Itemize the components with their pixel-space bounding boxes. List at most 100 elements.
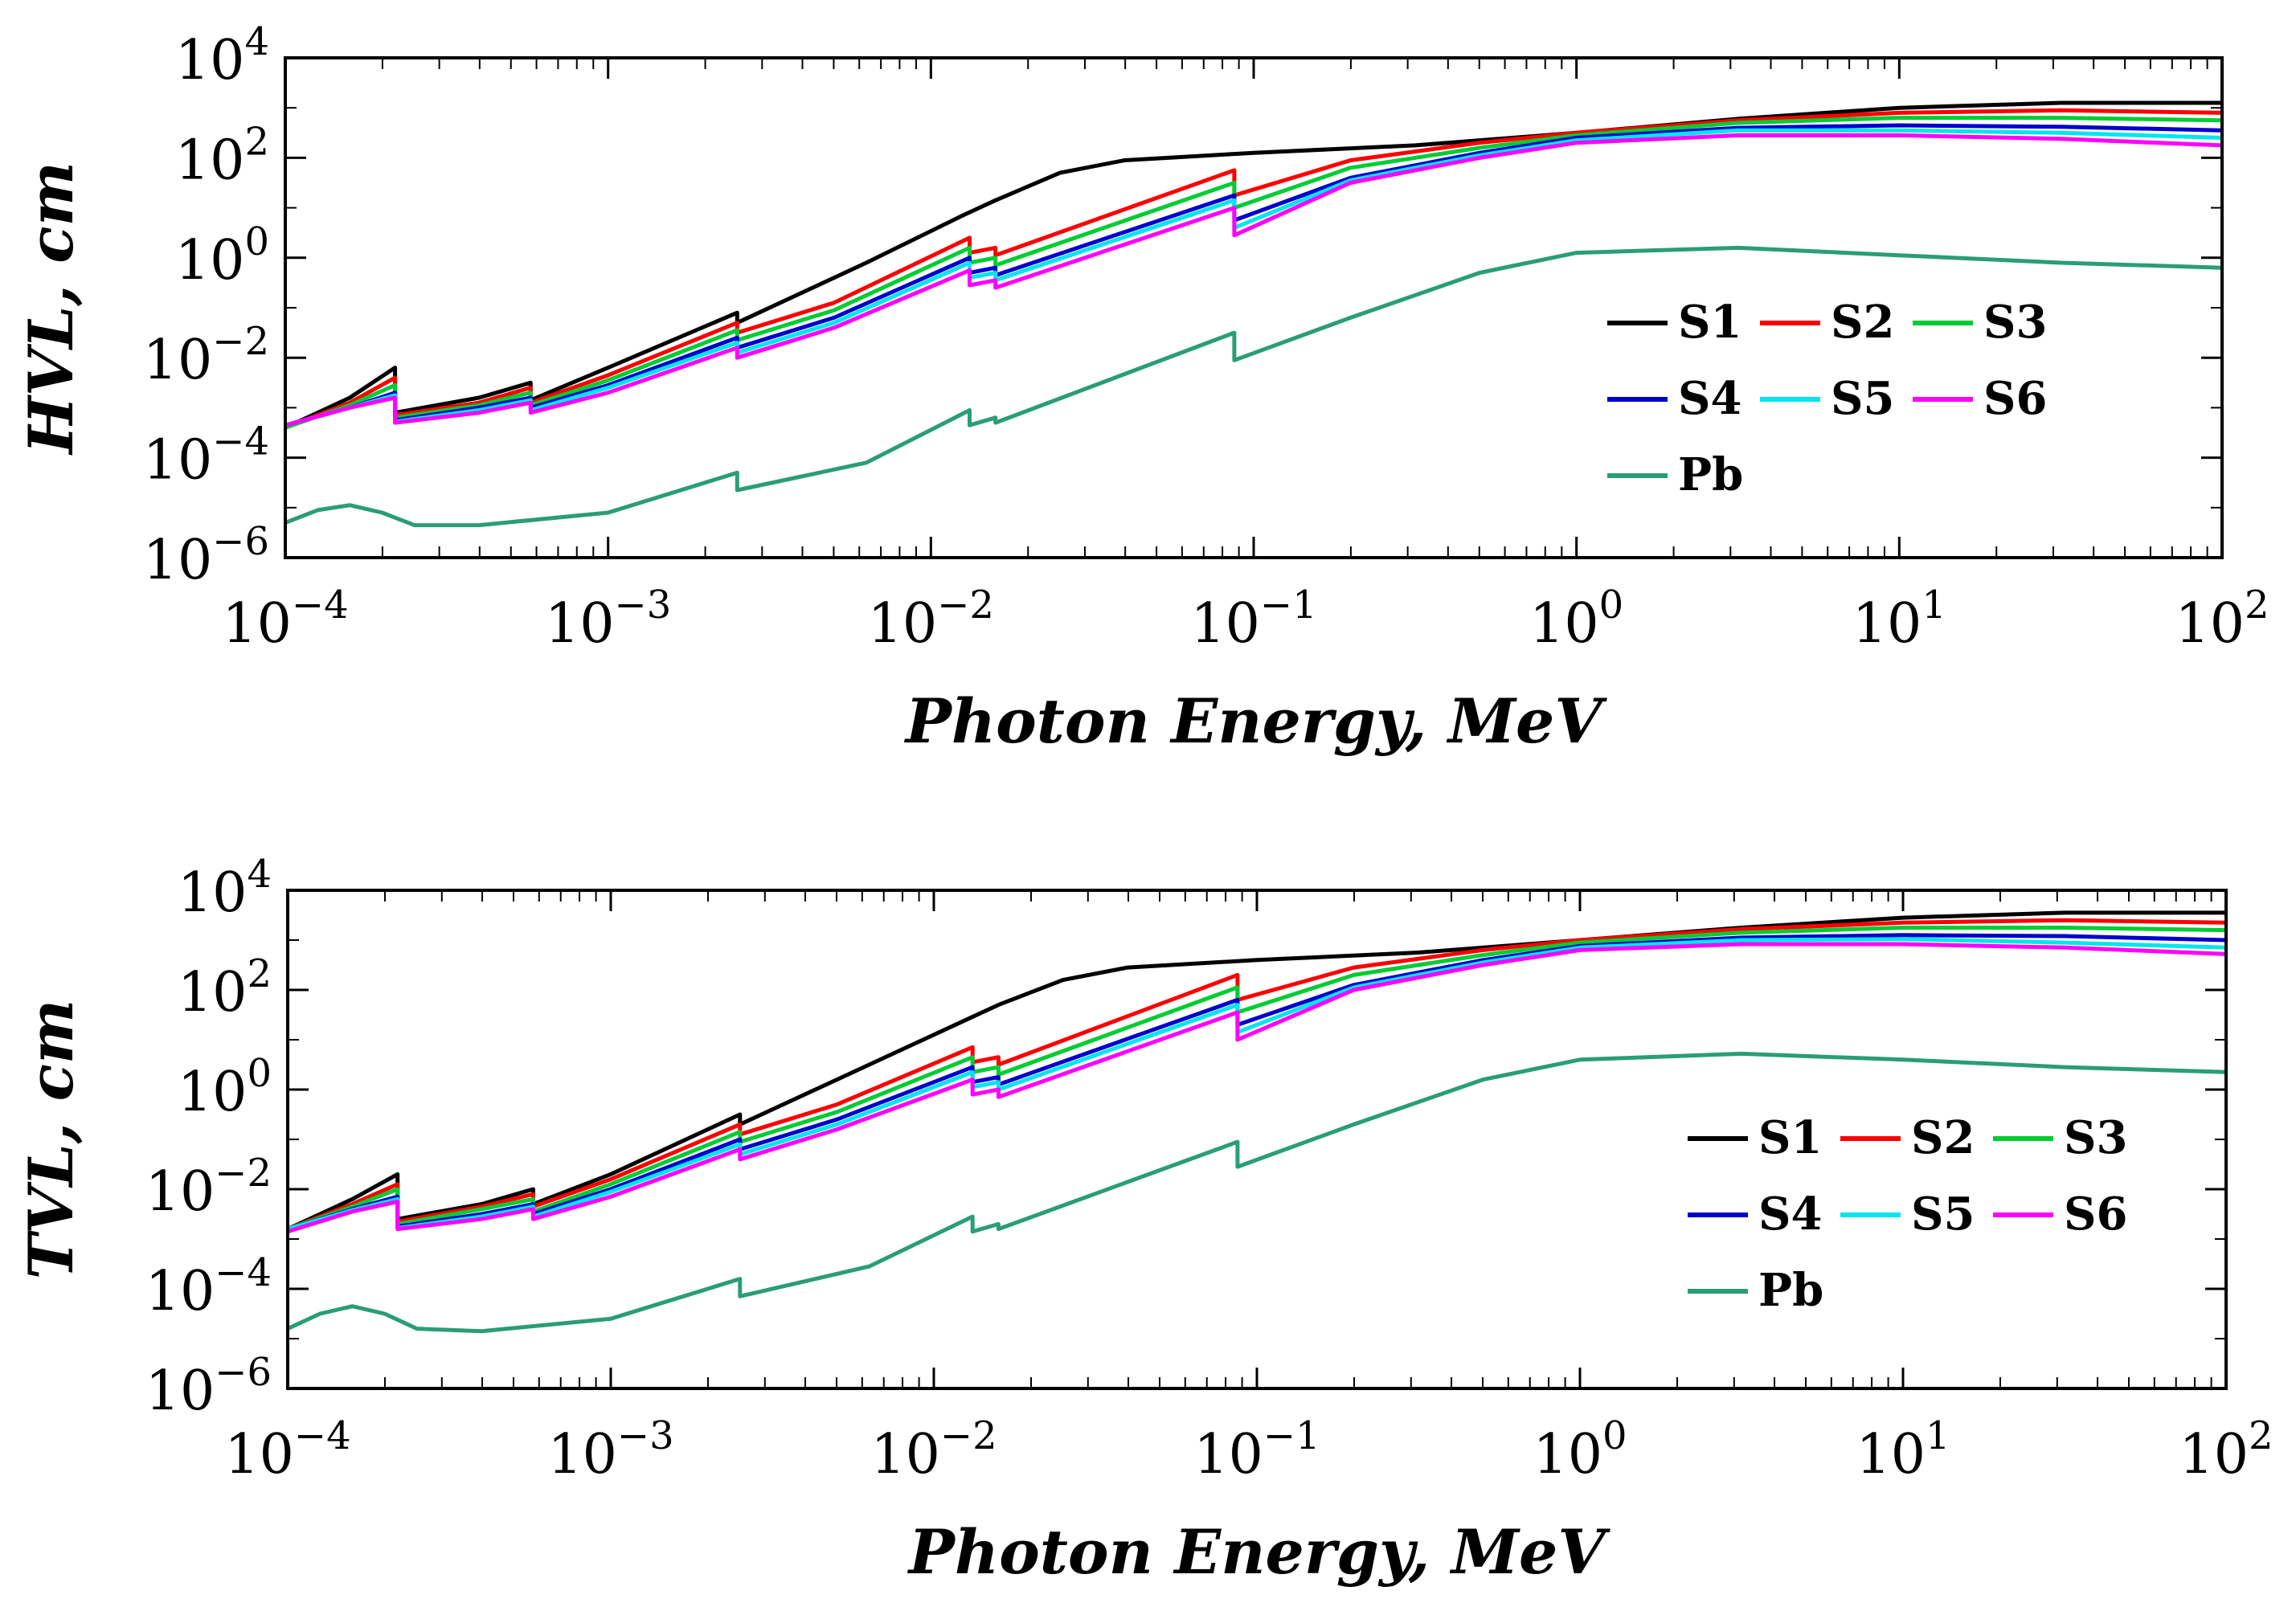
x-tick-exponent: 0 [1599,583,1624,628]
x-tick-exponent: −2 [940,1413,997,1458]
plot-frame [284,56,2224,559]
y-tick-exponent: 0 [244,219,269,264]
x-tick-base: 10 [1190,592,1260,656]
x-tick-label: 10−2 [868,583,994,656]
legend-label-s1: S1 [1678,296,1741,349]
y-tick-label: 100 [178,1051,272,1124]
x-tick-base: 10 [224,1423,294,1486]
y-tick-base: 10 [145,1360,215,1423]
y-axis-title: TVL, cm [15,1000,87,1280]
y-tick-base: 10 [175,29,245,92]
y-axis-title: HVL, cm [15,162,87,456]
x-tick-exponent: 2 [2245,583,2269,628]
x-tick-base: 10 [2175,592,2245,656]
tvl-panel: 10−4 10−3 10−2 10−1 100 101 10210−610−410−2100… [15,852,2273,1588]
x-tick-label: 101 [1852,583,1946,656]
x-tick-label: 102 [2175,583,2269,656]
series-line-s3 [288,926,2226,1231]
x-tick-label: 102 [2179,1413,2273,1486]
series-line-s2 [288,918,2226,1231]
legend-label-s1: S1 [1758,1111,1822,1164]
x-tick-label: 10−1 [1193,1413,1320,1486]
legend-label-s2: S2 [1911,1111,1975,1164]
y-tick-base: 10 [175,229,245,292]
x-tick-exponent: −3 [617,1413,674,1458]
series-line-s3 [285,116,2222,430]
legend-label-s5: S5 [1911,1188,1975,1241]
plot-frame [286,889,2228,1390]
x-axis-title: Photon Energy, MeV [904,685,1608,757]
y-tick-base: 10 [143,329,213,392]
y-tick-exponent: 2 [247,951,272,996]
x-tick-exponent: −1 [1260,583,1317,628]
legend-label-pb: Pb [1678,448,1743,501]
series-line-s1 [285,100,2222,430]
y-tick-exponent: 4 [244,19,269,64]
x-tick-base: 10 [1529,592,1599,656]
y-tick-label: 10−4 [145,1250,272,1323]
x-tick-label: 10−3 [547,1413,673,1486]
y-tick-label: 10−6 [145,1350,272,1423]
x-tick-label: 10−1 [1190,583,1316,656]
y-tick-base: 10 [145,1160,215,1224]
y-tick-exponent: 4 [247,852,272,897]
y-tick-exponent: −6 [212,519,269,564]
x-tick-label: 100 [1533,1413,1627,1486]
x-tick-exponent: 1 [1926,1413,1950,1458]
y-tick-label: 100 [175,219,269,292]
y-tick-label: 104 [175,19,269,92]
x-tick-exponent: −4 [292,583,349,628]
series-group [285,100,2222,528]
y-tick-label: 10−2 [145,1151,272,1224]
series-line-pb [285,245,2222,528]
x-tick-label: 10−2 [870,1413,997,1486]
x-axis-title: Photon Energy, MeV [907,1516,1611,1588]
x-tick-base: 10 [545,592,615,656]
y-tick-exponent: 2 [244,119,269,164]
x-tick-base: 10 [868,592,938,656]
legend-label-s6: S6 [2064,1188,2127,1241]
x-tick-exponent: 0 [1602,1413,1627,1458]
minor-ticks [288,890,2226,1388]
x-tick-base: 10 [1852,592,1922,656]
x-tick-exponent: 1 [1922,583,1946,628]
y-tick-exponent: −6 [215,1350,272,1395]
y-tick-exponent: −4 [212,419,269,464]
hvl-panel: 10−4 10−3 10−2 10−1 100 101 10210−610−410−2100… [15,19,2269,757]
y-tick-exponent: −2 [212,319,269,364]
y-tick-label: 102 [178,951,272,1024]
y-tick-label: 10−2 [143,319,269,392]
x-tick-base: 10 [2179,1423,2249,1486]
series-line-s6 [288,942,2226,1234]
x-tick-exponent: −4 [294,1413,351,1458]
x-tick-exponent: −1 [1263,1413,1320,1458]
y-tick-base: 10 [143,429,213,493]
legend-label-s4: S4 [1678,372,1741,425]
legend: S1 S2 S3 S4 S5 S6 Pb [1607,296,2047,501]
x-tick-exponent: −2 [937,583,994,628]
x-tick-exponent: 2 [2249,1413,2273,1458]
y-tick-base: 10 [178,1061,248,1124]
y-tick-base: 10 [178,961,248,1024]
x-tick-label: 10−4 [222,583,348,656]
x-tick-label: 10−4 [224,1413,350,1486]
legend: S1 S2 S3 S4 S5 S6 Pb [1688,1111,2127,1317]
y-tick-base: 10 [175,129,245,192]
legend-label-s2: S2 [1831,296,1894,349]
y-tick-base: 10 [145,1260,215,1323]
legend-label-s6: S6 [1983,372,2047,425]
y-tick-base: 10 [178,861,248,925]
x-tick-base: 10 [870,1423,940,1486]
legend-label-pb: Pb [1758,1264,1823,1317]
x-tick-label: 100 [1529,583,1623,656]
y-tick-exponent: 0 [247,1051,272,1096]
legend-label-s3: S3 [2064,1111,2127,1164]
x-tick-label: 10−3 [545,583,671,656]
y-tick-label: 104 [178,852,272,925]
x-tick-base: 10 [1193,1423,1263,1486]
series-line-pb [288,1051,2226,1334]
x-tick-base: 10 [547,1423,617,1486]
legend-label-s3: S3 [1983,296,2047,349]
x-tick-exponent: −3 [615,583,672,628]
